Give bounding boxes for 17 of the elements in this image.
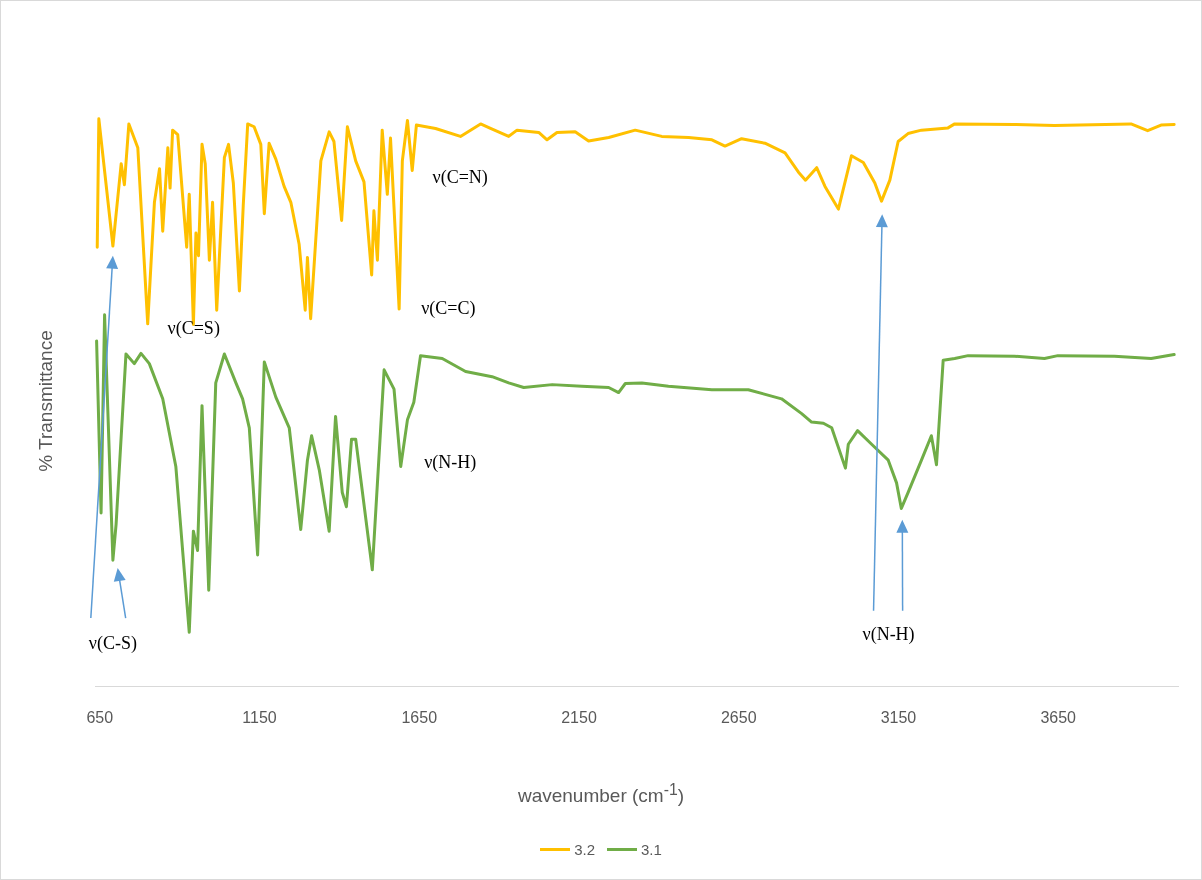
x-axis-title: wavenumber (cm$^{-1}$) <box>516 781 686 808</box>
legend-label: 3.1 <box>641 841 662 858</box>
x-tick-label: 1650 <box>401 708 438 726</box>
annotation: ν(N-H) <box>862 624 915 646</box>
x-tick-label: 2650 <box>720 708 757 726</box>
y-axis-title: % Transmittance <box>35 330 57 472</box>
annotation: ν(C=C) <box>421 297 476 319</box>
x-tick-label: 650 <box>86 708 114 726</box>
x-tick-label: 1150 <box>242 708 277 726</box>
annotation: ν(C=S) <box>167 318 220 340</box>
annotation: ν(C-S) <box>88 632 137 654</box>
legend-label: 3.2 <box>574 841 595 858</box>
x-tick-label: 3650 <box>1040 708 1077 726</box>
annotation: ν(C=N) <box>432 167 488 189</box>
x-tick-label: 3150 <box>880 708 917 726</box>
x-tick-label: 2150 <box>561 708 597 726</box>
annotation: ν(N-H) <box>424 452 477 474</box>
